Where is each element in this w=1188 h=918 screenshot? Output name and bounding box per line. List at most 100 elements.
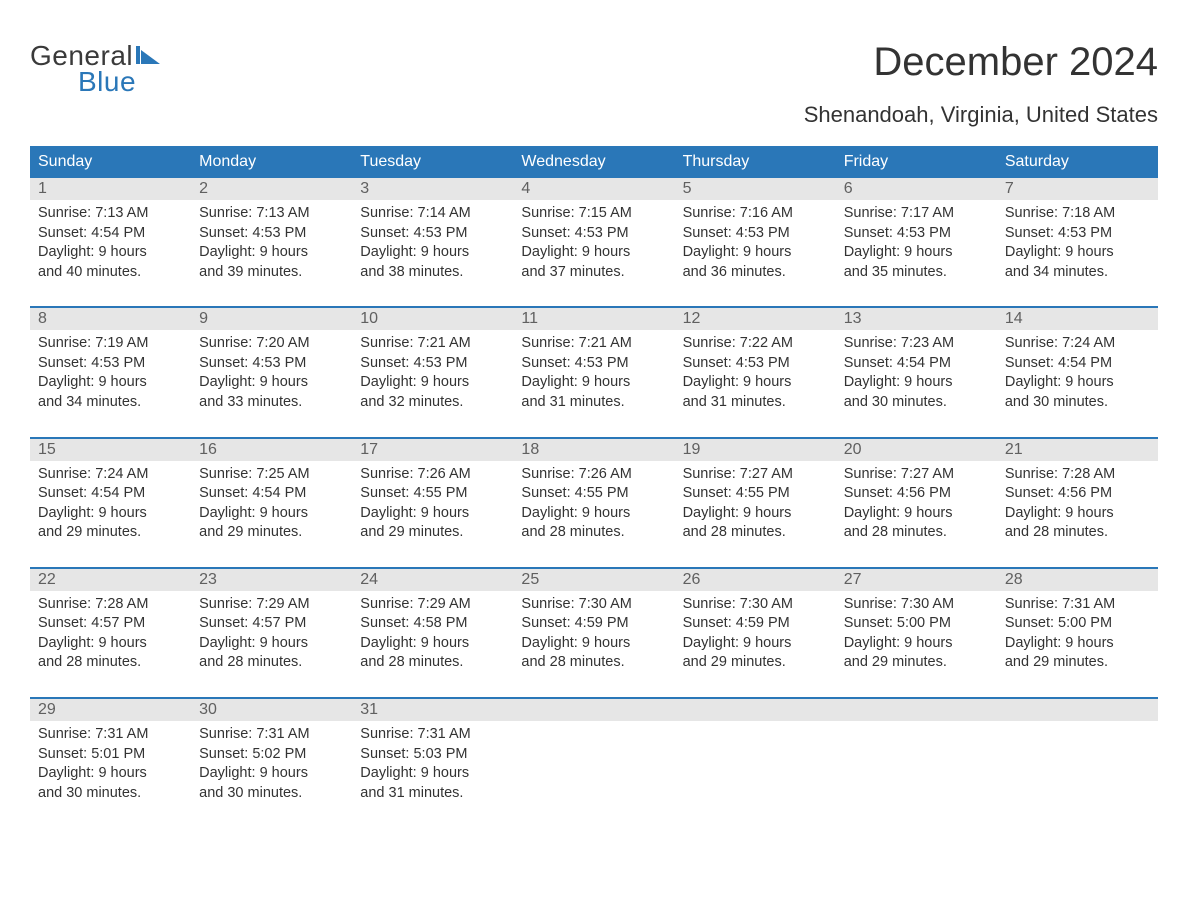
day-cell: Sunrise: 7:30 AMSunset: 4:59 PMDaylight:… [675,591,836,673]
daylight-line-1: Daylight: 9 hours [360,764,505,784]
page-title: December 2024 [873,40,1158,85]
day-number: 2 [191,178,352,200]
daylight-line-1: Daylight: 9 hours [38,373,183,393]
logo-word-2: Blue [78,66,136,98]
sunset-line: Sunset: 4:53 PM [844,224,989,244]
day-cell: Sunrise: 7:15 AMSunset: 4:53 PMDaylight:… [513,200,674,282]
day-number: 1 [30,178,191,200]
daylight-line-2: and 30 minutes. [844,393,989,413]
sunrise-line: Sunrise: 7:31 AM [360,725,505,745]
content-row: Sunrise: 7:31 AMSunset: 5:01 PMDaylight:… [30,721,1158,803]
daylight-line-2: and 31 minutes. [360,784,505,804]
daylight-line-1: Daylight: 9 hours [199,764,344,784]
sunset-line: Sunset: 4:55 PM [360,484,505,504]
daylight-line-1: Daylight: 9 hours [521,634,666,654]
daylight-line-1: Daylight: 9 hours [844,243,989,263]
day-cell [836,721,997,803]
sunrise-line: Sunrise: 7:19 AM [38,334,183,354]
day-number: 31 [352,699,513,721]
daylight-line-2: and 30 minutes. [199,784,344,804]
daylight-line-1: Daylight: 9 hours [199,373,344,393]
daylight-line-2: and 28 minutes. [683,523,828,543]
daylight-line-2: and 28 minutes. [1005,523,1150,543]
sunset-line: Sunset: 5:00 PM [844,614,989,634]
sunrise-line: Sunrise: 7:29 AM [199,595,344,615]
day-header: Sunday [30,146,191,178]
day-number: 6 [836,178,997,200]
daylight-line-1: Daylight: 9 hours [38,634,183,654]
sunset-line: Sunset: 4:54 PM [1005,354,1150,374]
sunset-line: Sunset: 4:54 PM [38,224,183,244]
content-row: Sunrise: 7:13 AMSunset: 4:54 PMDaylight:… [30,200,1158,282]
day-cell: Sunrise: 7:23 AMSunset: 4:54 PMDaylight:… [836,330,997,412]
day-cell: Sunrise: 7:19 AMSunset: 4:53 PMDaylight:… [30,330,191,412]
day-number [997,699,1158,721]
daylight-line-1: Daylight: 9 hours [1005,504,1150,524]
sunset-line: Sunset: 4:54 PM [199,484,344,504]
logo-flag-icon [136,46,162,66]
daylight-line-1: Daylight: 9 hours [521,243,666,263]
daylight-line-1: Daylight: 9 hours [844,504,989,524]
daylight-line-2: and 29 minutes. [1005,653,1150,673]
day-cell: Sunrise: 7:13 AMSunset: 4:53 PMDaylight:… [191,200,352,282]
sunrise-line: Sunrise: 7:20 AM [199,334,344,354]
sunset-line: Sunset: 4:53 PM [199,354,344,374]
daylight-line-1: Daylight: 9 hours [683,504,828,524]
day-header: Thursday [675,146,836,178]
day-cell: Sunrise: 7:26 AMSunset: 4:55 PMDaylight:… [513,461,674,543]
sunrise-line: Sunrise: 7:21 AM [521,334,666,354]
day-number: 10 [352,308,513,330]
sunset-line: Sunset: 4:57 PM [38,614,183,634]
sunrise-line: Sunrise: 7:16 AM [683,204,828,224]
content-row: Sunrise: 7:28 AMSunset: 4:57 PMDaylight:… [30,591,1158,673]
daylight-line-2: and 28 minutes. [521,523,666,543]
header: General Blue December 2024 [30,40,1158,98]
content-row: Sunrise: 7:24 AMSunset: 4:54 PMDaylight:… [30,461,1158,543]
day-cell: Sunrise: 7:31 AMSunset: 5:00 PMDaylight:… [997,591,1158,673]
daylight-line-2: and 39 minutes. [199,263,344,283]
sunrise-line: Sunrise: 7:31 AM [1005,595,1150,615]
daylight-line-2: and 28 minutes. [360,653,505,673]
day-cell: Sunrise: 7:27 AMSunset: 4:55 PMDaylight:… [675,461,836,543]
day-cell: Sunrise: 7:14 AMSunset: 4:53 PMDaylight:… [352,200,513,282]
day-cell: Sunrise: 7:31 AMSunset: 5:02 PMDaylight:… [191,721,352,803]
sunrise-line: Sunrise: 7:31 AM [38,725,183,745]
sunset-line: Sunset: 5:00 PM [1005,614,1150,634]
sunrise-line: Sunrise: 7:30 AM [521,595,666,615]
daylight-line-1: Daylight: 9 hours [683,373,828,393]
daynum-row: 15161718192021 [30,439,1158,461]
day-cell: Sunrise: 7:16 AMSunset: 4:53 PMDaylight:… [675,200,836,282]
day-number [513,699,674,721]
daylight-line-2: and 30 minutes. [38,784,183,804]
day-cell: Sunrise: 7:21 AMSunset: 4:53 PMDaylight:… [513,330,674,412]
day-cell: Sunrise: 7:31 AMSunset: 5:01 PMDaylight:… [30,721,191,803]
sunrise-line: Sunrise: 7:23 AM [844,334,989,354]
sunrise-line: Sunrise: 7:31 AM [199,725,344,745]
sunrise-line: Sunrise: 7:18 AM [1005,204,1150,224]
daylight-line-1: Daylight: 9 hours [360,243,505,263]
daylight-line-2: and 34 minutes. [38,393,183,413]
daylight-line-2: and 29 minutes. [844,653,989,673]
sunrise-line: Sunrise: 7:29 AM [360,595,505,615]
sunrise-line: Sunrise: 7:17 AM [844,204,989,224]
day-cell: Sunrise: 7:22 AMSunset: 4:53 PMDaylight:… [675,330,836,412]
daylight-line-1: Daylight: 9 hours [1005,243,1150,263]
calendar: SundayMondayTuesdayWednesdayThursdayFrid… [30,146,1158,803]
daylight-line-2: and 28 minutes. [521,653,666,673]
daynum-row: 22232425262728 [30,569,1158,591]
sunrise-line: Sunrise: 7:28 AM [38,595,183,615]
day-number: 14 [997,308,1158,330]
sunset-line: Sunset: 4:59 PM [521,614,666,634]
daylight-line-2: and 37 minutes. [521,263,666,283]
day-number: 24 [352,569,513,591]
day-number: 15 [30,439,191,461]
day-number [836,699,997,721]
daylight-line-2: and 38 minutes. [360,263,505,283]
daylight-line-2: and 35 minutes. [844,263,989,283]
day-number: 25 [513,569,674,591]
sunset-line: Sunset: 4:53 PM [683,224,828,244]
day-header: Monday [191,146,352,178]
day-cell: Sunrise: 7:27 AMSunset: 4:56 PMDaylight:… [836,461,997,543]
sunrise-line: Sunrise: 7:30 AM [683,595,828,615]
day-number: 27 [836,569,997,591]
